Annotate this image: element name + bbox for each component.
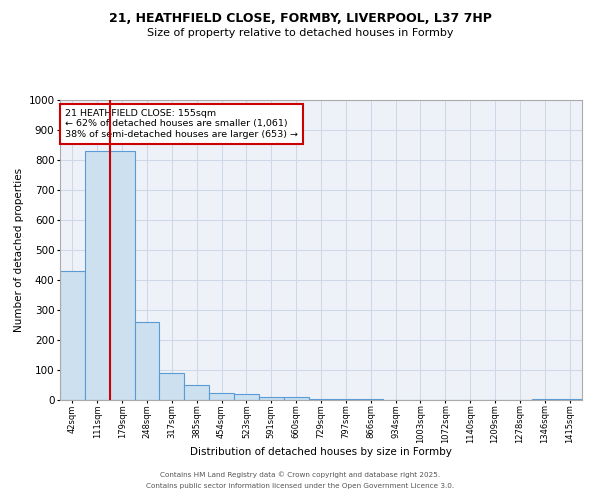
Bar xyxy=(209,392,234,400)
Bar xyxy=(184,385,209,400)
Text: Size of property relative to detached houses in Formby: Size of property relative to detached ho… xyxy=(147,28,453,38)
Y-axis label: Number of detached properties: Number of detached properties xyxy=(14,168,24,332)
Bar xyxy=(308,399,334,400)
Bar xyxy=(134,322,160,400)
Text: 21 HEATHFIELD CLOSE: 155sqm
← 62% of detached houses are smaller (1,061)
38% of : 21 HEATHFIELD CLOSE: 155sqm ← 62% of det… xyxy=(65,109,298,139)
Bar xyxy=(284,397,308,400)
Text: Contains public sector information licensed under the Open Government Licence 3.: Contains public sector information licen… xyxy=(146,483,454,489)
Bar xyxy=(532,398,557,400)
Text: Contains HM Land Registry data © Crown copyright and database right 2025.: Contains HM Land Registry data © Crown c… xyxy=(160,471,440,478)
X-axis label: Distribution of detached houses by size in Formby: Distribution of detached houses by size … xyxy=(190,448,452,458)
Bar xyxy=(60,271,85,400)
Bar xyxy=(234,394,259,400)
Bar xyxy=(85,151,110,400)
Text: 21, HEATHFIELD CLOSE, FORMBY, LIVERPOOL, L37 7HP: 21, HEATHFIELD CLOSE, FORMBY, LIVERPOOL,… xyxy=(109,12,491,26)
Bar xyxy=(160,373,184,400)
Bar xyxy=(110,151,134,400)
Bar xyxy=(557,398,582,400)
Bar xyxy=(259,397,284,400)
